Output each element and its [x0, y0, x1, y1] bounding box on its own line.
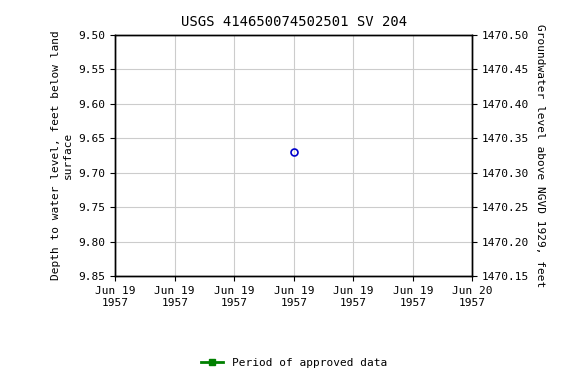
Y-axis label: Depth to water level, feet below land
surface: Depth to water level, feet below land su…: [51, 31, 73, 280]
Title: USGS 414650074502501 SV 204: USGS 414650074502501 SV 204: [181, 15, 407, 29]
Y-axis label: Groundwater level above NGVD 1929, feet: Groundwater level above NGVD 1929, feet: [535, 24, 545, 287]
Legend: Period of approved data: Period of approved data: [196, 354, 391, 372]
